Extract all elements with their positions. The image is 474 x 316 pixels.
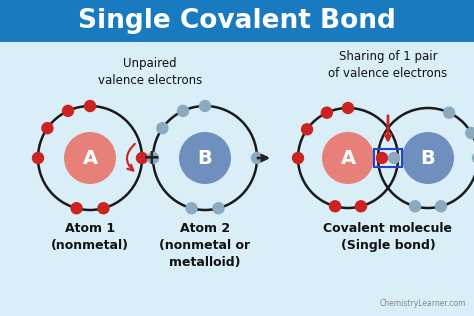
Circle shape (63, 105, 73, 116)
Circle shape (376, 153, 388, 163)
Circle shape (84, 100, 95, 112)
Text: Covalent molecule
(Single bond): Covalent molecule (Single bond) (323, 222, 453, 252)
Circle shape (292, 153, 303, 163)
Text: B: B (198, 149, 212, 167)
Circle shape (329, 201, 340, 212)
Circle shape (473, 153, 474, 163)
Circle shape (42, 123, 53, 134)
Circle shape (200, 100, 210, 112)
Circle shape (252, 153, 263, 163)
Text: Atom 1
(nonmetal): Atom 1 (nonmetal) (51, 222, 129, 252)
Circle shape (301, 124, 312, 135)
Text: A: A (340, 149, 356, 167)
Circle shape (389, 153, 400, 163)
Circle shape (444, 107, 455, 118)
Text: ChemistryLearner.com: ChemistryLearner.com (380, 299, 466, 308)
Circle shape (436, 201, 447, 212)
Circle shape (71, 203, 82, 214)
Bar (0, 0, 474, 42)
Circle shape (179, 132, 231, 184)
Circle shape (213, 203, 224, 214)
Bar (374, 149, 402, 167)
Text: Atom 2
(nonmetal or
metalloid): Atom 2 (nonmetal or metalloid) (159, 222, 251, 269)
Circle shape (178, 105, 189, 116)
Circle shape (147, 153, 158, 163)
Circle shape (64, 132, 116, 184)
Circle shape (402, 132, 454, 184)
Circle shape (137, 153, 147, 163)
Circle shape (33, 153, 44, 163)
Text: A: A (82, 149, 98, 167)
Circle shape (157, 123, 168, 134)
Text: Single Covalent Bond: Single Covalent Bond (78, 8, 396, 34)
Circle shape (98, 203, 109, 214)
Circle shape (322, 132, 374, 184)
FancyArrowPatch shape (127, 144, 135, 171)
Circle shape (466, 127, 474, 138)
Text: +: + (143, 148, 161, 168)
Circle shape (321, 107, 332, 118)
Text: Unpaired
valence electrons: Unpaired valence electrons (98, 57, 202, 87)
Text: Sharing of 1 pair
of valence electrons: Sharing of 1 pair of valence electrons (328, 50, 447, 80)
Circle shape (356, 201, 366, 212)
Circle shape (410, 201, 420, 212)
Text: B: B (420, 149, 436, 167)
Circle shape (343, 102, 354, 113)
Circle shape (186, 203, 197, 214)
